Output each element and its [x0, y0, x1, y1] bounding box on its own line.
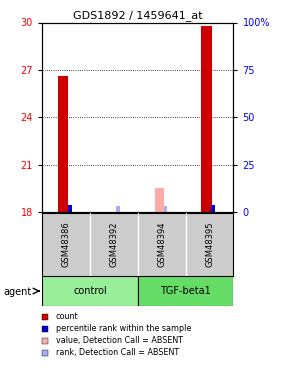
- Text: value, Detection Call = ABSENT: value, Detection Call = ABSENT: [56, 336, 183, 345]
- Bar: [68, 205, 72, 212]
- Bar: [138, 276, 233, 306]
- Text: GSM48392: GSM48392: [109, 221, 118, 267]
- Text: GSM48386: GSM48386: [61, 221, 70, 267]
- Bar: [201, 26, 212, 212]
- Bar: [211, 205, 215, 212]
- Text: agent: agent: [3, 287, 31, 297]
- Text: TGF-beta1: TGF-beta1: [160, 286, 211, 296]
- Text: percentile rank within the sample: percentile rank within the sample: [56, 324, 191, 333]
- Bar: [58, 76, 68, 212]
- Bar: [42, 276, 138, 306]
- Bar: [164, 206, 167, 212]
- Text: control: control: [73, 286, 107, 296]
- Title: GDS1892 / 1459641_at: GDS1892 / 1459641_at: [73, 10, 202, 21]
- Bar: [116, 206, 119, 212]
- Text: count: count: [56, 312, 78, 321]
- Text: rank, Detection Call = ABSENT: rank, Detection Call = ABSENT: [56, 348, 179, 357]
- Bar: [155, 188, 164, 212]
- Text: GSM48395: GSM48395: [205, 221, 214, 267]
- Text: GSM48394: GSM48394: [157, 221, 166, 267]
